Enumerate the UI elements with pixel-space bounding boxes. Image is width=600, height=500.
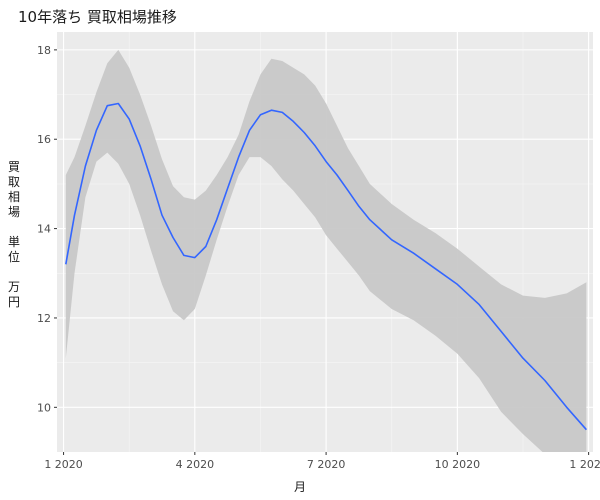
y-axis-label-char: 取 (7, 175, 20, 189)
y-axis-label-char: 場 (7, 205, 20, 219)
y-tick-label: 16 (37, 133, 51, 146)
y-axis-label-char: 相 (7, 190, 20, 204)
x-tick-label: 1 2020 (44, 458, 83, 471)
confidence-ribbon (65, 49, 587, 452)
y-axis-label-char: 万 (7, 280, 20, 294)
y-tick-label: 10 (37, 401, 51, 414)
x-tick-label: 1 2021 (569, 458, 600, 471)
series-line (65, 102, 588, 431)
y-axis-label-char: 単 (7, 235, 20, 249)
x-tick-label: 10 2020 (435, 458, 481, 471)
y-axis-label-char: 買 (7, 160, 20, 174)
y-axis-label-char: 円 (7, 295, 20, 309)
x-axis-label: 月 (293, 480, 306, 494)
chart-title: 10年落ち 買取相場推移 (18, 8, 177, 26)
y-tick-label: 12 (37, 312, 51, 325)
y-tick-label: 18 (37, 44, 51, 57)
y-axis-label: 買取相場 単位 万円 (4, 160, 24, 310)
x-tick-label: 7 2020 (307, 458, 346, 471)
y-tick-label: 14 (37, 223, 51, 236)
x-tick-label: 4 2020 (176, 458, 215, 471)
y-axis-label-char: 位 (7, 250, 20, 264)
